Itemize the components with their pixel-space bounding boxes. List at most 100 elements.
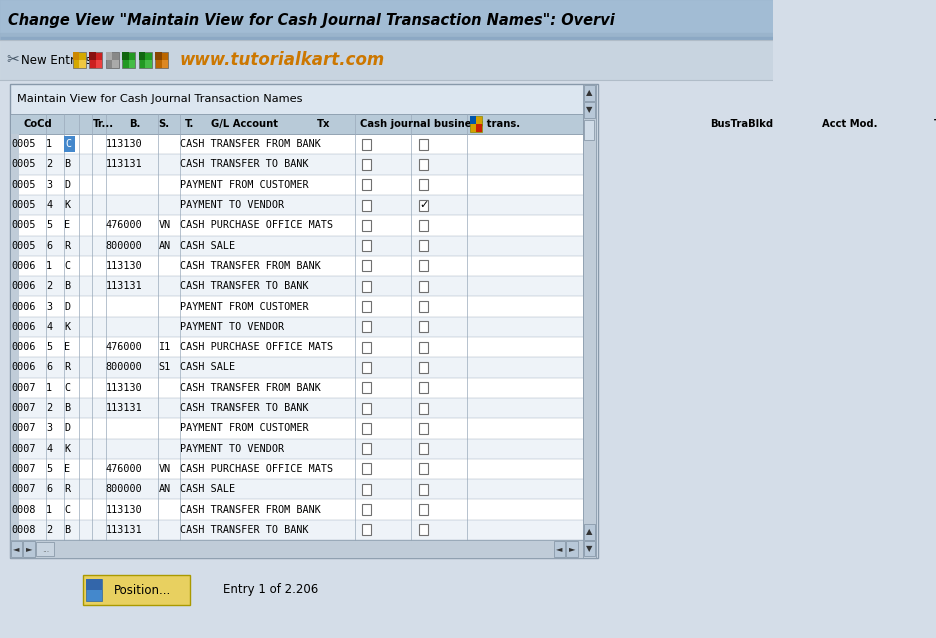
Bar <box>361 484 371 494</box>
Bar <box>10 235 19 256</box>
Bar <box>418 504 428 515</box>
Bar <box>361 423 371 434</box>
Text: B: B <box>65 281 70 292</box>
Bar <box>106 52 119 68</box>
Bar <box>361 382 371 393</box>
Text: VN: VN <box>158 220 170 230</box>
Text: ►: ► <box>568 544 575 554</box>
Text: G/L Account: G/L Account <box>212 119 278 129</box>
Text: Position...: Position... <box>114 584 171 597</box>
Text: AN: AN <box>158 484 170 494</box>
Bar <box>64 136 75 152</box>
Bar <box>139 52 145 60</box>
Text: 6: 6 <box>46 241 52 251</box>
Bar <box>418 220 428 231</box>
Bar <box>470 116 481 132</box>
Text: ✓: ✓ <box>418 200 428 210</box>
Text: 0005: 0005 <box>11 139 36 149</box>
Text: 113131: 113131 <box>106 281 142 292</box>
Bar <box>10 195 582 215</box>
Bar <box>122 52 128 60</box>
Text: E: E <box>65 464 70 474</box>
Text: C: C <box>65 383 70 393</box>
Text: S1: S1 <box>158 362 170 373</box>
Text: ✂: ✂ <box>7 52 20 68</box>
Bar <box>418 301 428 312</box>
Text: CASH TRANSFER FROM BANK: CASH TRANSFER FROM BANK <box>180 383 320 393</box>
Bar <box>361 159 371 170</box>
Text: R: R <box>65 484 70 494</box>
Bar <box>73 52 86 68</box>
Bar <box>418 200 428 211</box>
Text: 0006: 0006 <box>11 261 36 271</box>
Text: CASH SALE: CASH SALE <box>180 484 235 494</box>
Bar <box>106 52 112 60</box>
Text: 4: 4 <box>46 200 52 210</box>
Bar <box>10 256 19 276</box>
Bar <box>584 120 593 140</box>
Bar <box>10 175 582 195</box>
Text: CASH TRANSFER FROM BANK: CASH TRANSFER FROM BANK <box>180 261 320 271</box>
Text: CASH PURCHASE OFFICE MATS: CASH PURCHASE OFFICE MATS <box>180 342 332 352</box>
Bar <box>10 134 582 154</box>
Bar <box>10 500 19 520</box>
Bar <box>10 541 22 557</box>
Bar <box>122 52 135 68</box>
Text: 6: 6 <box>46 484 52 494</box>
Text: R: R <box>65 362 70 373</box>
Text: Change View "Maintain View for Cash Journal Transaction Names": Overvi: Change View "Maintain View for Cash Jour… <box>8 13 614 27</box>
Text: 800000: 800000 <box>106 362 142 373</box>
Text: Tr...: Tr... <box>93 119 113 129</box>
Bar <box>10 154 19 175</box>
Text: 476000: 476000 <box>106 342 142 352</box>
Text: 2: 2 <box>46 160 52 170</box>
Bar <box>418 240 428 251</box>
Text: PAYMENT FROM CUSTOMER: PAYMENT FROM CUSTOMER <box>180 424 308 433</box>
Bar <box>10 520 19 540</box>
Bar <box>139 52 152 68</box>
Text: 113131: 113131 <box>106 160 142 170</box>
Bar <box>361 403 371 413</box>
Bar <box>582 84 595 558</box>
Bar <box>0 0 772 32</box>
Bar <box>583 524 594 540</box>
Text: 0005: 0005 <box>11 241 36 251</box>
Bar <box>162 60 168 68</box>
Bar <box>10 540 582 558</box>
Text: B: B <box>65 403 70 413</box>
Bar <box>10 337 582 357</box>
Bar <box>10 459 19 479</box>
Bar <box>10 438 582 459</box>
Bar <box>0 40 772 80</box>
Text: New Entries: New Entries <box>22 54 92 66</box>
Bar <box>10 134 19 154</box>
Bar <box>361 342 371 353</box>
Text: D: D <box>65 302 70 311</box>
Text: 0007: 0007 <box>11 403 36 413</box>
Text: 0008: 0008 <box>11 525 36 535</box>
Bar <box>583 85 594 101</box>
Bar <box>418 423 428 434</box>
Bar <box>418 322 428 332</box>
Bar <box>10 398 19 418</box>
Text: 0006: 0006 <box>11 322 36 332</box>
Bar <box>155 52 168 68</box>
Bar <box>10 297 582 316</box>
Text: K: K <box>65 200 70 210</box>
Text: 0006: 0006 <box>11 281 36 292</box>
Bar <box>361 504 371 515</box>
Bar <box>418 382 428 393</box>
Text: 3: 3 <box>46 302 52 311</box>
Bar <box>361 524 371 535</box>
Text: 0005: 0005 <box>11 220 36 230</box>
Text: 800000: 800000 <box>106 241 142 251</box>
Bar <box>470 116 475 124</box>
Bar <box>361 322 371 332</box>
Bar <box>10 154 582 175</box>
Text: PAYMENT TO VENDOR: PAYMENT TO VENDOR <box>180 443 284 454</box>
Text: B.: B. <box>128 119 140 129</box>
Bar <box>10 215 19 235</box>
Text: PAYMENT FROM CUSTOMER: PAYMENT FROM CUSTOMER <box>180 302 308 311</box>
Text: ▼: ▼ <box>585 544 592 554</box>
Bar <box>418 463 428 475</box>
